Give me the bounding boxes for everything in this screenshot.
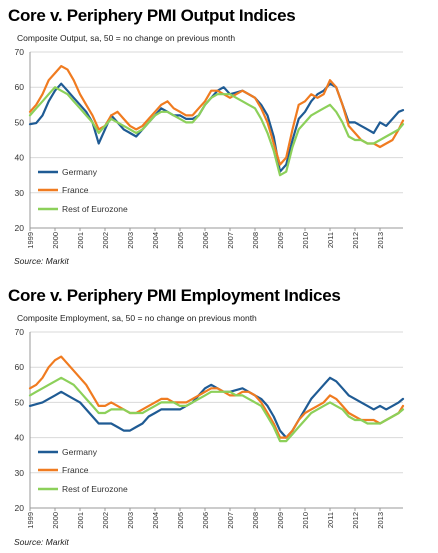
y-tick-label: 60: [15, 362, 25, 372]
x-tick-label: 2007: [226, 232, 235, 249]
x-tick-label: 2001: [76, 512, 85, 529]
output-chart-plot: 20 30 40 50 60 70 1999 2000 2001 2002 2003 2004 2005…: [15, 47, 405, 249]
y-tick-label: 20: [15, 503, 25, 513]
x-tick-label: 2006: [201, 232, 210, 249]
chart-title: Core v. Periphery PMI Output Indices: [8, 6, 296, 25]
x-tick-label: 2006: [201, 512, 210, 529]
x-tick-label: 2007: [226, 512, 235, 529]
x-tick-label: 2003: [126, 512, 135, 529]
series-line-germany: [28, 82, 405, 173]
x-tick-label: 2013: [376, 232, 385, 249]
x-tick-label: 2010: [301, 512, 310, 529]
series-line-france: [28, 355, 405, 439]
chart-subtitle: Composite Output, sa, 50 = no change on …: [17, 33, 236, 43]
x-tick-label: 1999: [26, 512, 35, 529]
legend-label: Rest of Eurozone: [62, 484, 128, 494]
x-tick-label: 2009: [276, 512, 285, 529]
x-tick-label: 2004: [151, 232, 160, 249]
x-tick-label: 2005: [176, 512, 185, 529]
employment-chart-plot: 20 30 40 50 60 70 1999 2000 2001 2002 2003 2004 2005…: [15, 327, 405, 529]
series-line-germany: [28, 376, 405, 439]
x-tick-label: 2009: [276, 232, 285, 249]
x-tick-label: 2001: [76, 232, 85, 249]
employment-chart-panel: Core v. Periphery PMI Employment Indices…: [0, 280, 438, 553]
y-tick-label: 40: [15, 153, 25, 163]
x-tick-label: 2002: [101, 512, 110, 529]
x-tick-label: 2012: [351, 232, 360, 249]
y-tick-label: 20: [15, 223, 25, 233]
x-tick-label: 2012: [351, 512, 360, 529]
y-tick-label: 70: [15, 47, 25, 57]
x-tick-label: 2008: [251, 232, 260, 249]
chart-subtitle: Composite Employment, sa, 50 = no change…: [17, 313, 257, 323]
x-tick-label: 2004: [151, 512, 160, 529]
y-tick-label: 70: [15, 327, 25, 337]
y-tick-label: 50: [15, 117, 25, 127]
series-line-rest-of-eurozone: [28, 376, 405, 443]
x-tick-label: 2005: [176, 232, 185, 249]
legend-label: Germany: [62, 167, 98, 177]
x-tick-label: 2000: [51, 512, 60, 529]
chart-source: Source: Markit: [14, 256, 69, 266]
x-tick-label: 2011: [326, 512, 335, 528]
chart-title: Core v. Periphery PMI Employment Indices: [8, 286, 341, 305]
legend-label: Germany: [62, 447, 98, 457]
chart-source: Source: Markit: [14, 537, 69, 547]
legend-label: France: [62, 185, 89, 195]
y-tick-label: 60: [15, 82, 25, 92]
series-line-france: [28, 64, 405, 166]
x-tick-label: 1999: [26, 232, 35, 249]
output-chart-panel: Core v. Periphery PMI Output Indices Com…: [0, 0, 438, 272]
x-tick-label: 2010: [301, 232, 310, 249]
series-line-rest-of-eurozone: [28, 86, 405, 177]
x-tick-label: 2013: [376, 512, 385, 529]
x-tick-label: 2008: [251, 512, 260, 529]
x-tick-label: 2000: [51, 232, 60, 249]
x-tick-label: 2011: [326, 232, 335, 248]
legend-label: France: [62, 465, 89, 475]
x-tick-label: 2002: [101, 232, 110, 249]
y-tick-label: 30: [15, 188, 25, 198]
y-tick-label: 30: [15, 468, 25, 478]
legend-label: Rest of Eurozone: [62, 204, 128, 214]
y-tick-label: 50: [15, 397, 25, 407]
y-tick-label: 40: [15, 433, 25, 443]
x-tick-label: 2003: [126, 232, 135, 249]
